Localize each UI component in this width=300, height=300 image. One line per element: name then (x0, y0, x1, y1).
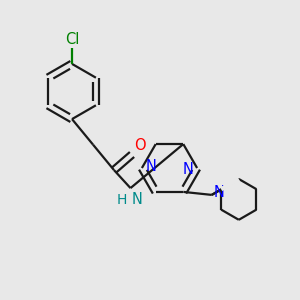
Text: N: N (183, 162, 194, 177)
Text: N: N (213, 185, 224, 200)
Text: H: H (117, 193, 128, 207)
Text: N: N (146, 159, 156, 174)
Text: Cl: Cl (65, 32, 79, 47)
Text: O: O (134, 138, 146, 153)
Text: N: N (131, 192, 142, 207)
